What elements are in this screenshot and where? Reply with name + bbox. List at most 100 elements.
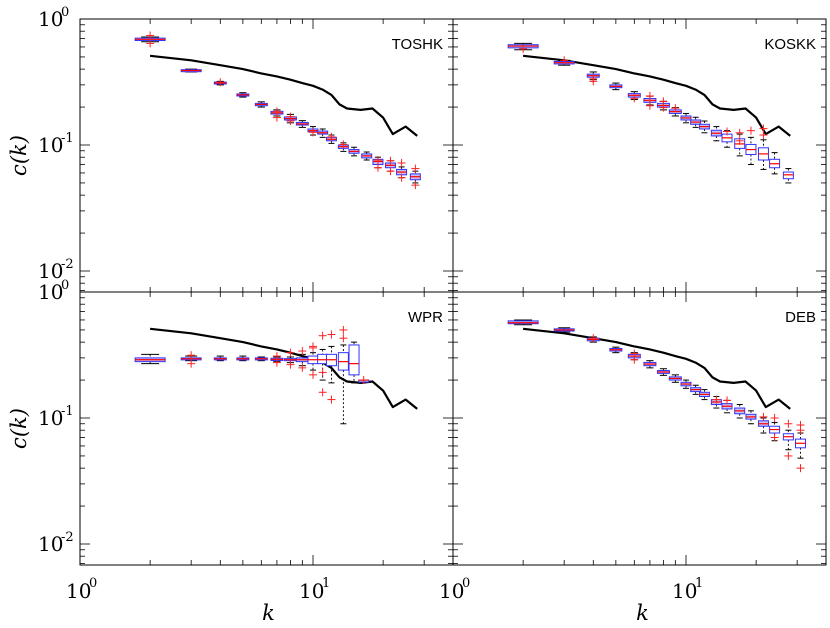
panel-frame bbox=[452, 291, 827, 566]
box-k-27.5 bbox=[782, 168, 794, 184]
box-k-19 bbox=[745, 410, 757, 425]
outlier-point bbox=[327, 132, 336, 141]
box-k-17 bbox=[734, 128, 746, 157]
box-k-19 bbox=[372, 156, 384, 172]
box-k-5 bbox=[609, 346, 623, 354]
outlier-point bbox=[272, 107, 281, 116]
panel-toshk: TOSHK bbox=[79, 18, 454, 293]
box-k-4 bbox=[213, 78, 227, 87]
outlier-point bbox=[309, 343, 317, 352]
box-k-8 bbox=[283, 348, 297, 369]
box-k-4 bbox=[586, 71, 600, 86]
box-k-13.5 bbox=[710, 395, 722, 409]
x-tick-label-exponent: 1 bbox=[322, 576, 330, 591]
outlier-point bbox=[339, 140, 348, 149]
box-k-2 bbox=[134, 31, 166, 48]
panel-title: WPR bbox=[408, 309, 443, 326]
outlier-point bbox=[286, 348, 295, 357]
box-k-19 bbox=[745, 126, 757, 166]
box-k-6 bbox=[254, 356, 268, 362]
reference-line bbox=[149, 327, 418, 410]
box-k-31 bbox=[794, 420, 806, 473]
box-k-8 bbox=[656, 368, 670, 376]
box-k-9 bbox=[295, 120, 309, 128]
outlier-point bbox=[373, 163, 382, 172]
box-k-9 bbox=[668, 374, 682, 383]
box-k-15 bbox=[721, 127, 733, 148]
outlier-point bbox=[796, 464, 805, 473]
x-axis-label: k bbox=[262, 601, 275, 625]
box-k-24 bbox=[769, 152, 781, 175]
x-tick-label: 10 bbox=[66, 579, 91, 603]
y-tick-label-exponent: 0 bbox=[61, 278, 69, 293]
outlier-point bbox=[298, 347, 307, 356]
box-k-12 bbox=[698, 120, 710, 134]
y-tick-label: 10 bbox=[38, 7, 63, 31]
panel-title: DEB bbox=[785, 309, 816, 326]
box-k-11 bbox=[317, 128, 329, 138]
box-k-13.5 bbox=[337, 140, 349, 152]
box-k-13.5 bbox=[710, 126, 722, 142]
box-k-8 bbox=[283, 112, 297, 126]
outlier-point bbox=[735, 136, 744, 145]
box-k-12 bbox=[325, 132, 337, 144]
outlier-point bbox=[397, 173, 406, 182]
outlier-point bbox=[659, 103, 668, 112]
outlier-point bbox=[519, 44, 528, 53]
outlier-point bbox=[784, 451, 793, 460]
box-k-4 bbox=[586, 334, 600, 343]
outlier-point bbox=[645, 101, 654, 110]
outlier-point bbox=[146, 39, 155, 48]
box-k-9 bbox=[668, 104, 682, 117]
reference-line bbox=[522, 54, 791, 137]
outlier-point bbox=[318, 388, 327, 397]
box-k-10 bbox=[307, 342, 319, 379]
y-tick-label: 10 bbox=[38, 280, 63, 304]
outlier-point bbox=[339, 325, 348, 334]
panel-frame bbox=[79, 291, 454, 566]
box-k-4 bbox=[213, 355, 227, 362]
x-tick-label-exponent: 0 bbox=[462, 576, 470, 591]
panel-deb: DEB bbox=[452, 291, 827, 566]
outlier-point bbox=[770, 433, 779, 442]
outlier-point bbox=[373, 156, 382, 165]
outlier-point bbox=[327, 395, 336, 404]
x-tick-label: 10 bbox=[439, 579, 464, 603]
x-axis-label: k bbox=[636, 601, 649, 625]
outlier-point bbox=[712, 395, 721, 404]
iqr-box bbox=[348, 344, 360, 376]
box-k-3 bbox=[553, 56, 575, 66]
box-k-24 bbox=[396, 158, 408, 182]
box-k-10 bbox=[680, 379, 692, 389]
panel-koskk: KOSKK bbox=[452, 18, 827, 293]
reference-line bbox=[522, 327, 791, 410]
outlier-point bbox=[589, 77, 598, 86]
outlier-point bbox=[187, 359, 196, 368]
box-k-3 bbox=[180, 351, 202, 368]
box-k-13.5 bbox=[337, 325, 349, 425]
outlier-point bbox=[309, 128, 317, 137]
outlier-point bbox=[339, 334, 348, 343]
box-k-7 bbox=[270, 107, 284, 122]
box-k-17 bbox=[361, 151, 373, 161]
y-tick-label-exponent: -2 bbox=[61, 530, 74, 545]
y-tick-label: 10 bbox=[38, 259, 63, 283]
outlier-point bbox=[630, 355, 639, 364]
box-k-2 bbox=[507, 42, 539, 53]
reference-line bbox=[149, 54, 418, 137]
outlier-point bbox=[298, 363, 307, 372]
box-k-11 bbox=[690, 116, 702, 128]
x-tick-label: 10 bbox=[299, 579, 324, 603]
box-k-6 bbox=[254, 101, 268, 108]
box-k-12 bbox=[698, 389, 710, 401]
box-k-5 bbox=[236, 92, 250, 98]
outlier-point bbox=[589, 334, 598, 343]
outlier-point bbox=[759, 131, 768, 140]
x-tick-label: 10 bbox=[672, 579, 697, 603]
box-k-7 bbox=[643, 91, 657, 110]
x-tick-label-exponent: 1 bbox=[695, 576, 703, 591]
box-k-27.5 bbox=[782, 419, 794, 460]
box-k-9 bbox=[295, 347, 309, 372]
outlier-point bbox=[386, 156, 395, 165]
